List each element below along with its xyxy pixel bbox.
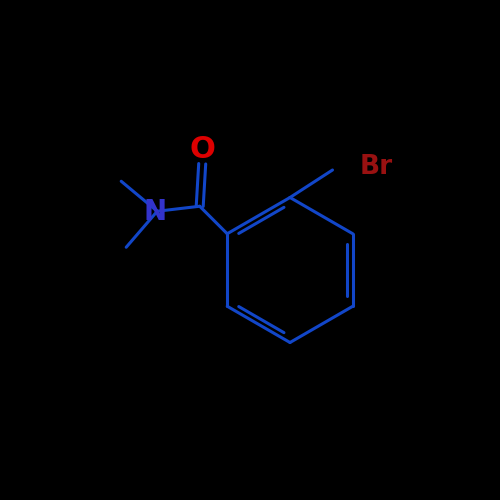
Text: N: N	[143, 198, 167, 226]
Text: O: O	[190, 136, 215, 164]
Text: Br: Br	[360, 154, 393, 180]
